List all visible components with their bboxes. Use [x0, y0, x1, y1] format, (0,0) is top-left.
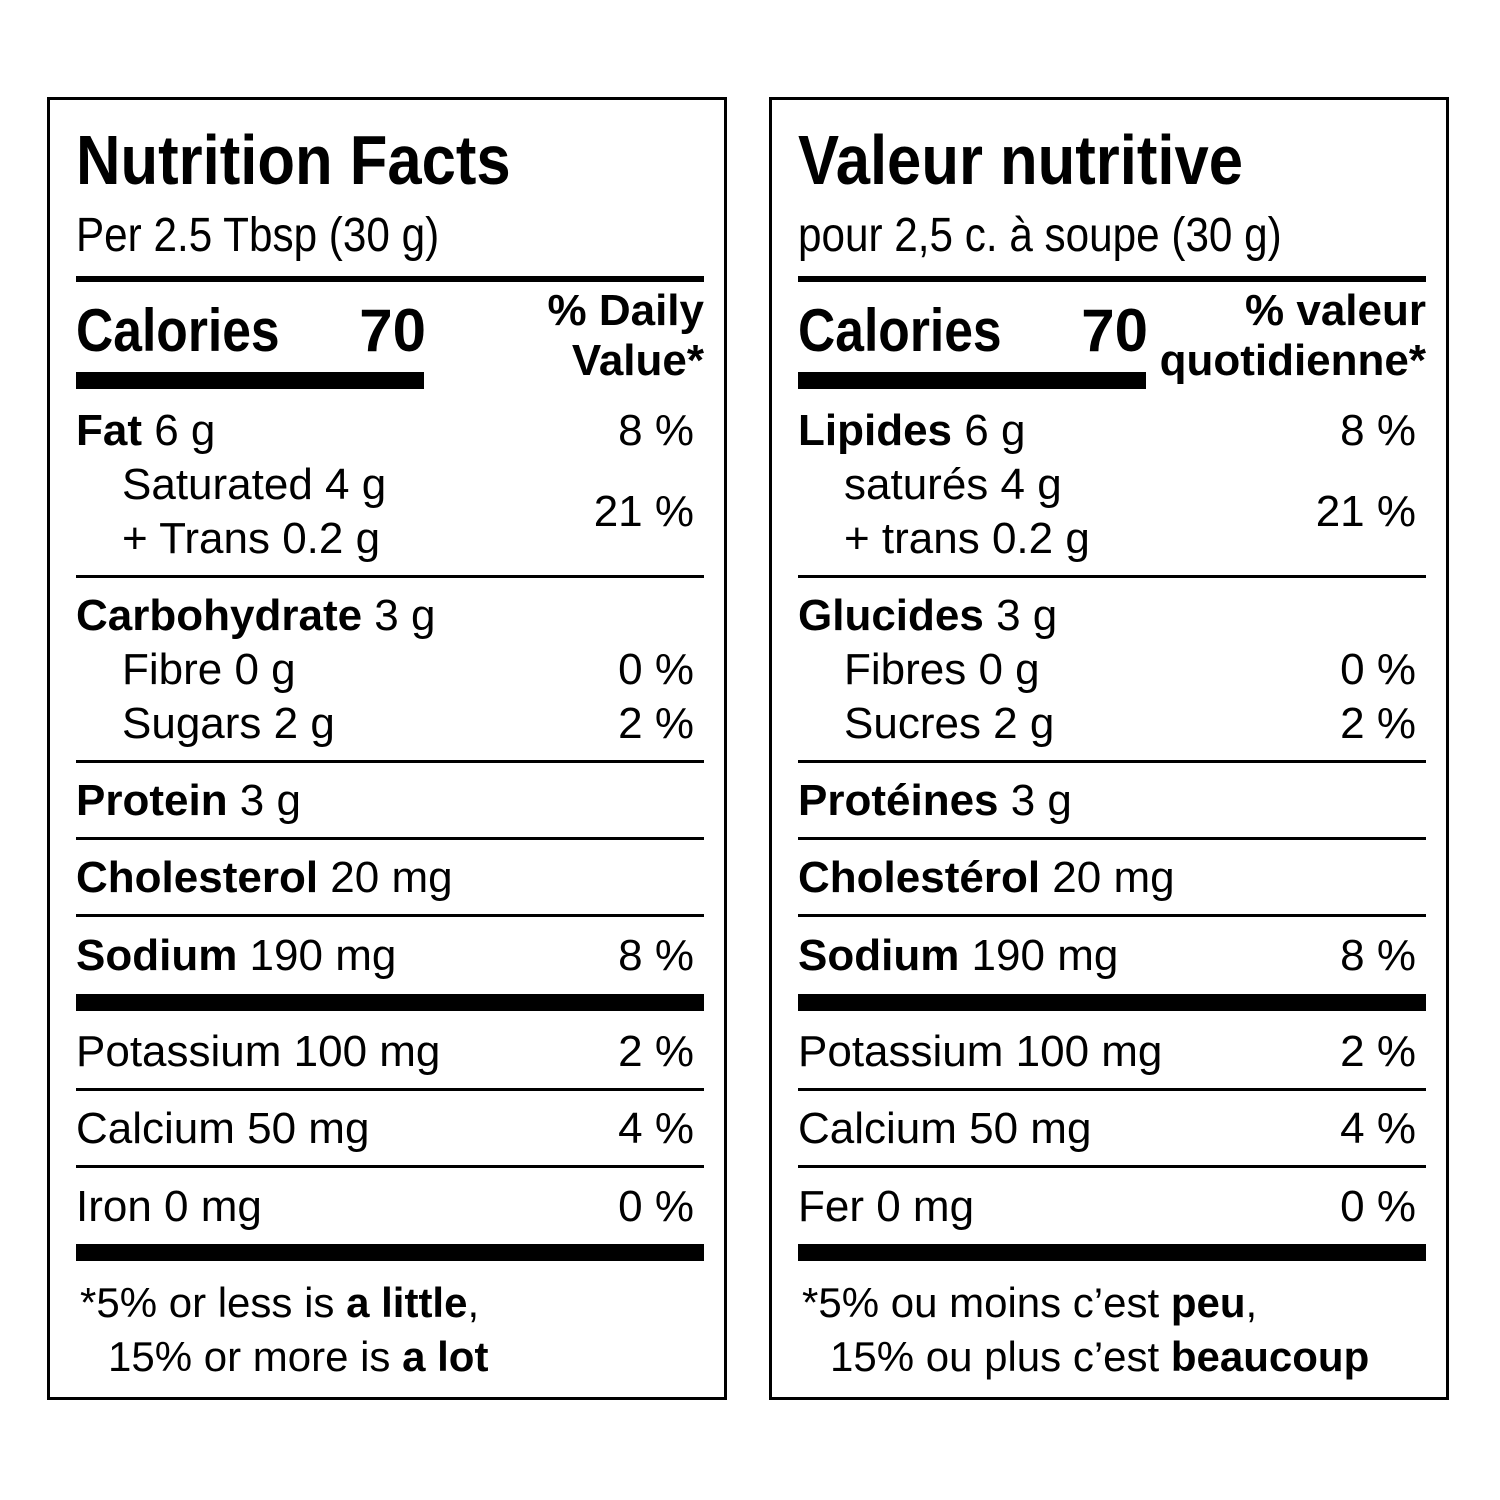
sugars-row: Sucres 2 g: [844, 699, 1055, 748]
fat-row: Fat 6 g: [76, 406, 216, 455]
divider: [76, 276, 704, 282]
potassium-row: Potassium 100 mg: [798, 1027, 1163, 1076]
footnote-line-2: 15% or more is a lot: [108, 1333, 489, 1380]
potassium-percent: 2 %: [618, 1027, 694, 1076]
panel-title: Valeur nutritive: [798, 121, 1244, 199]
protein-row: Protein 3 g: [76, 776, 301, 825]
calories-label: Calories: [76, 297, 280, 364]
daily-value-header: % Daily Value*: [547, 286, 704, 385]
calories-value: 70: [359, 297, 426, 364]
fat-percent: 8 %: [618, 406, 694, 455]
fibre-percent: 0 %: [1340, 645, 1416, 694]
divider-thick: [76, 1244, 704, 1261]
nutrition-facts-panel-french: Valeur nutritive pour 2,5 c. à soupe (30…: [769, 97, 1449, 1400]
serving-size: pour 2,5 c. à soupe (30 g): [798, 209, 1282, 262]
sodium-percent: 8 %: [618, 931, 694, 980]
iron-percent: 0 %: [618, 1182, 694, 1231]
iron-row: Fer 0 mg: [798, 1182, 975, 1231]
saturated-trans-percent: 21 %: [593, 487, 694, 536]
fibre-row: Fibre 0 g: [122, 645, 296, 694]
serving-size: Per 2.5 Tbsp (30 g): [76, 209, 440, 262]
cholesterol-row: Cholestérol 20 mg: [798, 853, 1175, 902]
calories-value: 70: [1081, 297, 1148, 364]
iron-row: Iron 0 mg: [76, 1182, 262, 1231]
sodium-percent: 8 %: [1340, 931, 1416, 980]
iron-percent: 0 %: [1340, 1182, 1416, 1231]
divider: [76, 1165, 704, 1168]
calcium-percent: 4 %: [1340, 1104, 1416, 1153]
saturated-row: saturés 4 g: [844, 460, 1062, 509]
divider: [798, 1088, 1426, 1091]
sugars-percent: 2 %: [1340, 699, 1416, 748]
carbohydrate-row: Glucides 3 g: [798, 591, 1058, 640]
potassium-percent: 2 %: [1340, 1027, 1416, 1076]
calories-bar: [76, 372, 424, 389]
sugars-row: Sugars 2 g: [122, 699, 335, 748]
divider-thick: [798, 1244, 1426, 1261]
calcium-row: Calcium 50 mg: [798, 1104, 1092, 1153]
sodium-row: Sodium 190 mg: [76, 931, 397, 980]
panel-title: Nutrition Facts: [76, 121, 511, 199]
nutrition-facts-panel-english: Nutrition Facts Per 2.5 Tbsp (30 g) Calo…: [47, 97, 727, 1400]
fibre-percent: 0 %: [618, 645, 694, 694]
sugars-percent: 2 %: [618, 699, 694, 748]
footnote-line-2: 15% ou plus c’est beaucoup: [830, 1333, 1370, 1380]
divider: [76, 575, 704, 578]
divider: [76, 1088, 704, 1091]
divider-thick: [798, 994, 1426, 1011]
trans-row: + Trans 0.2 g: [122, 514, 381, 563]
fat-row: Lipides 6 g: [798, 406, 1026, 455]
protein-row: Protéines 3 g: [798, 776, 1072, 825]
divider: [798, 276, 1426, 282]
divider: [798, 1165, 1426, 1168]
calcium-percent: 4 %: [618, 1104, 694, 1153]
divider: [76, 760, 704, 763]
cholesterol-row: Cholesterol 20 mg: [76, 853, 453, 902]
divider: [798, 914, 1426, 917]
daily-value-header: % valeur quotidienne*: [1159, 286, 1426, 385]
calories-label: Calories: [798, 297, 1002, 364]
divider: [76, 914, 704, 917]
divider: [798, 837, 1426, 840]
carbohydrate-row: Carbohydrate 3 g: [76, 591, 436, 640]
divider-thick: [76, 994, 704, 1011]
calcium-row: Calcium 50 mg: [76, 1104, 370, 1153]
divider: [798, 760, 1426, 763]
footnote-line-1: *5% or less is a little,: [80, 1279, 480, 1326]
fibre-row: Fibres 0 g: [844, 645, 1040, 694]
divider: [798, 575, 1426, 578]
footnote-line-1: *5% ou moins c’est peu,: [802, 1279, 1258, 1326]
sodium-row: Sodium 190 mg: [798, 931, 1119, 980]
fat-percent: 8 %: [1340, 406, 1416, 455]
trans-row: + trans 0.2 g: [844, 514, 1090, 563]
saturated-row: Saturated 4 g: [122, 460, 387, 509]
saturated-trans-percent: 21 %: [1315, 487, 1416, 536]
potassium-row: Potassium 100 mg: [76, 1027, 441, 1076]
divider: [76, 837, 704, 840]
calories-bar: [798, 372, 1146, 389]
